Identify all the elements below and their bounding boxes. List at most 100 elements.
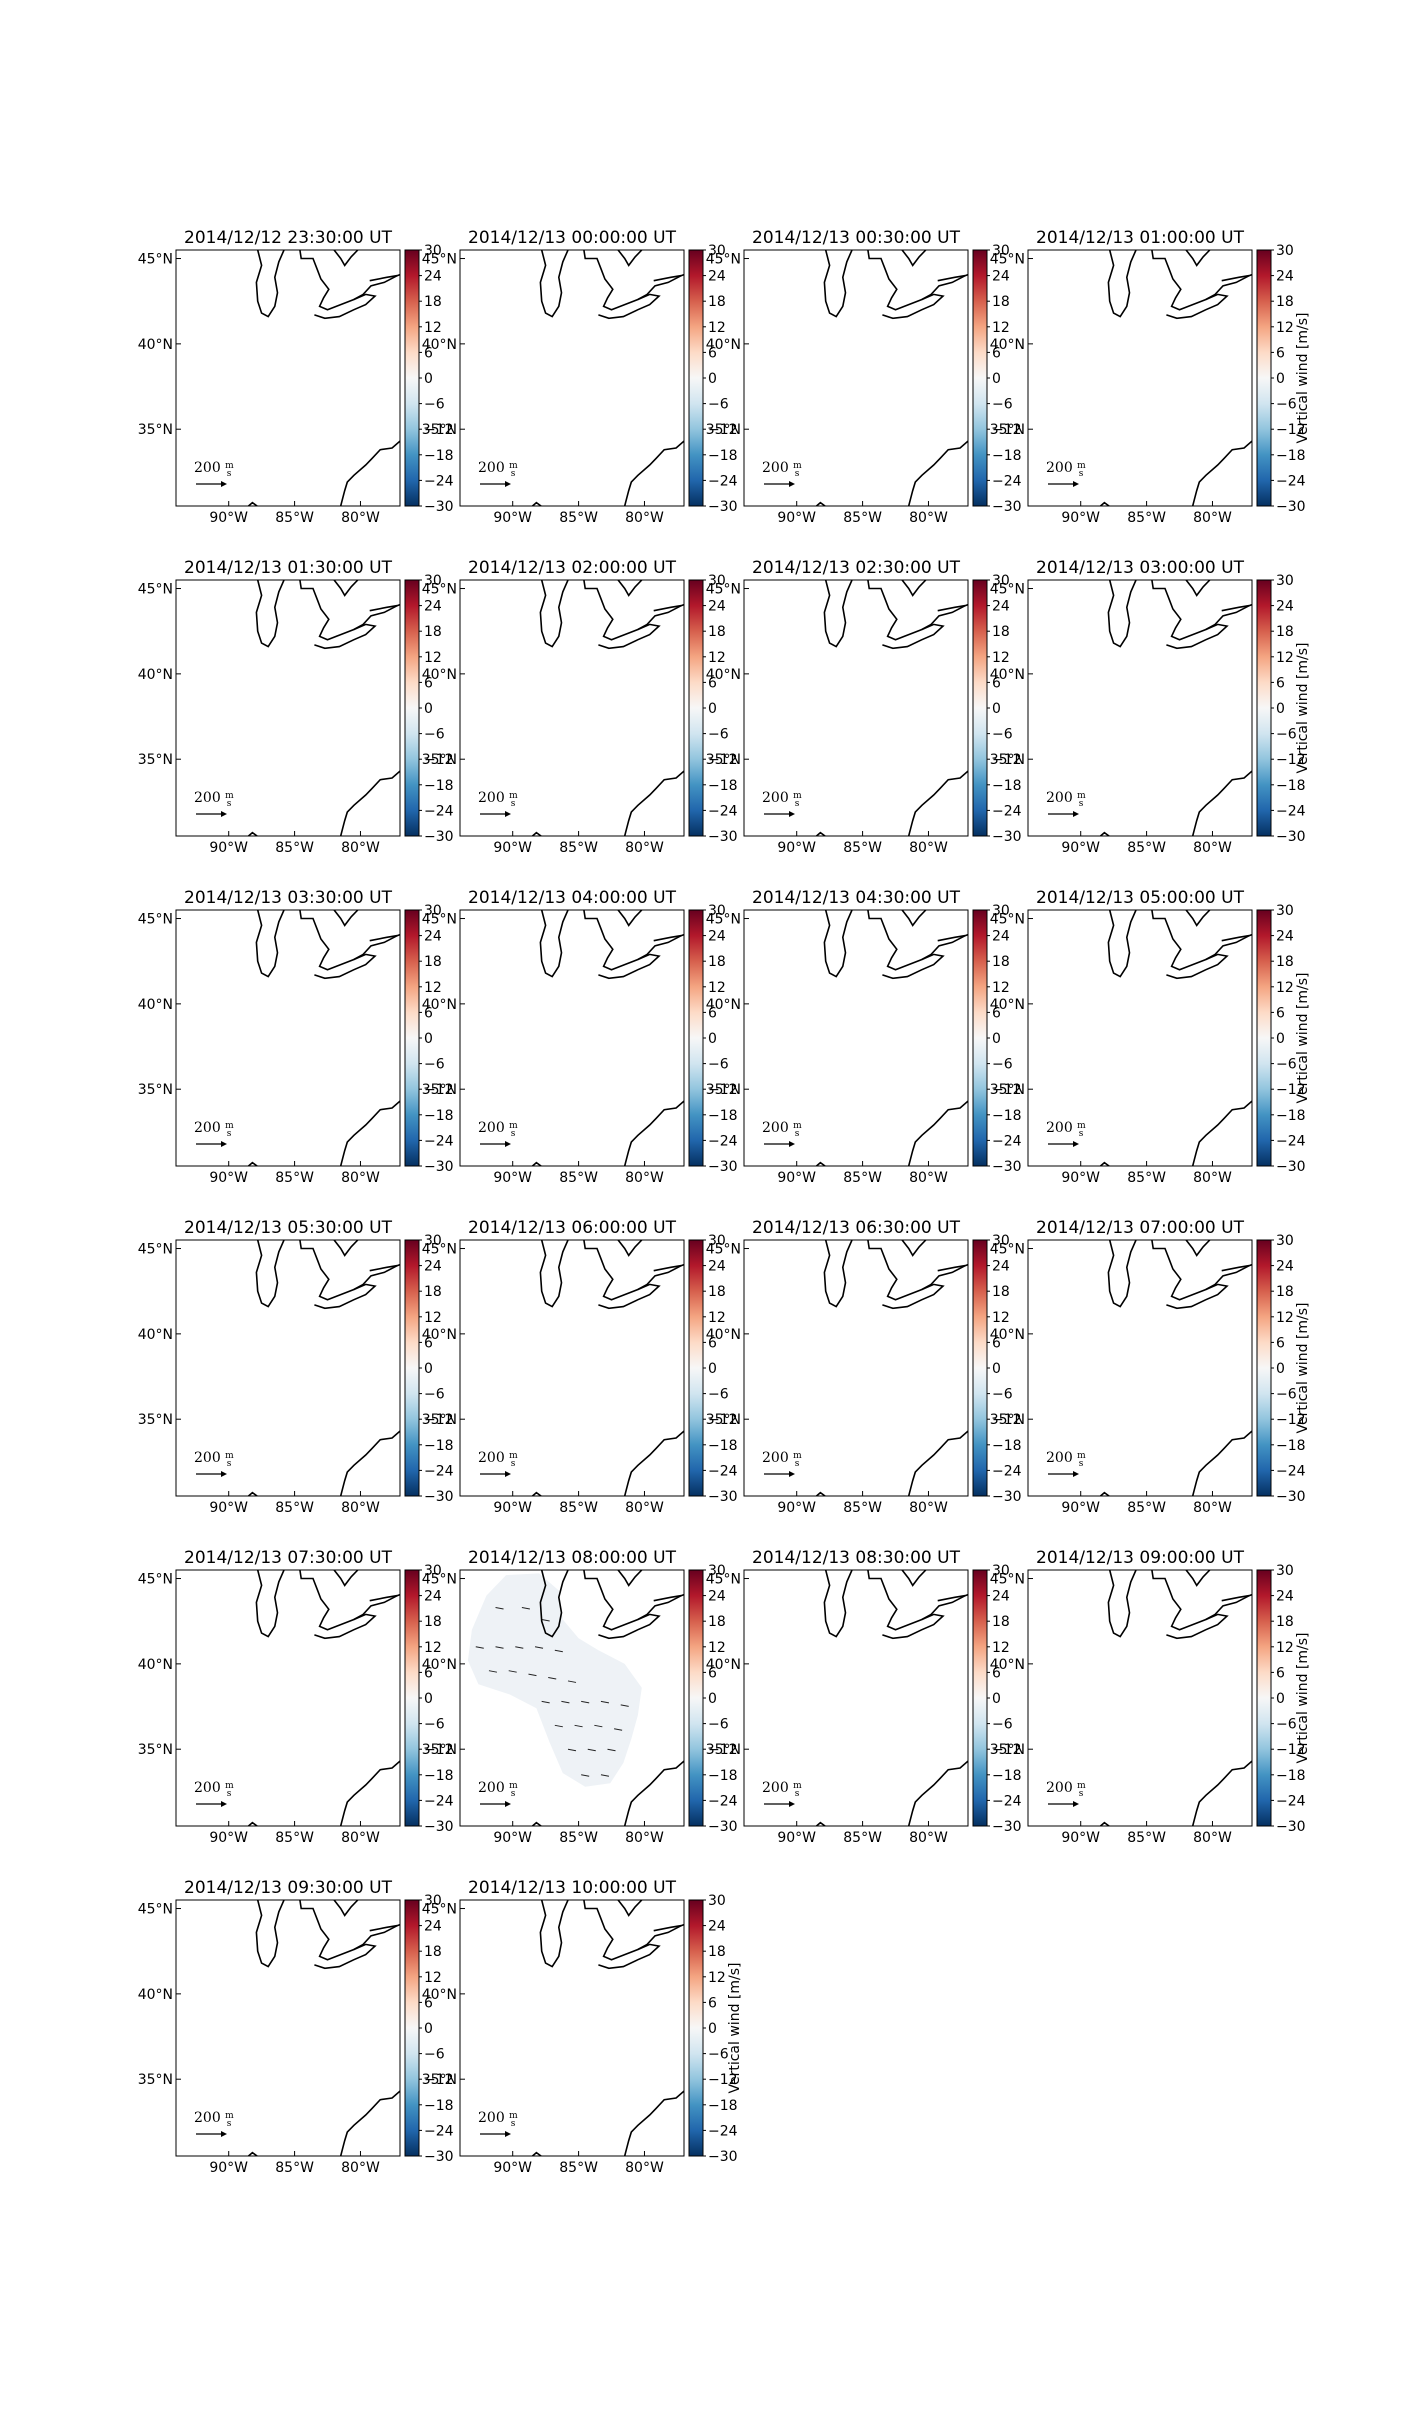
coastline — [867, 1570, 966, 1631]
map-axes — [1028, 250, 1252, 506]
coastline — [907, 770, 968, 836]
lon-tick-label: 85°W — [1127, 840, 1166, 856]
colorbar-tick-label: 24 — [1276, 1259, 1294, 1275]
colorbar-tick-label: −18 — [708, 1768, 738, 1784]
lat-tick-label: 40°N — [422, 337, 457, 353]
map-panel: 2014/12/13 00:30:00 UT 90°W 85°W 80°W 45°N 40… — [706, 228, 1022, 526]
lon-tick-label: 90°W — [209, 1170, 248, 1186]
colorbar-tick-label: 0 — [424, 701, 433, 717]
colorbar-tick-label: 6 — [424, 675, 433, 691]
colorbar-tick-label: 24 — [708, 269, 726, 285]
coastline — [369, 603, 400, 612]
coastline — [314, 623, 377, 650]
coastline — [937, 273, 968, 282]
coastline — [1166, 953, 1229, 980]
colorbar-tick-label: 18 — [708, 624, 726, 640]
coastline — [314, 1283, 377, 1310]
colorbar-tick-label: −18 — [708, 2098, 738, 2114]
colorbar-tick-label: −24 — [708, 803, 738, 819]
coastline — [583, 910, 682, 971]
colorbar-tick-label: −24 — [992, 803, 1022, 819]
colorbar-tick-label: −12 — [424, 1742, 454, 1758]
map-axes — [744, 1240, 968, 1496]
lat-tick-label: 40°N — [422, 1657, 457, 1673]
lon-tick-label: 90°W — [777, 1500, 816, 1516]
colorbar-tick-label: 6 — [1276, 345, 1285, 361]
lat-tick-label: 45°N — [422, 252, 457, 268]
map-panel: 2014/12/13 03:00:00 UT 90°W 85°W 80°W 45°N 40… — [990, 558, 1311, 856]
panel-title: 2014/12/13 10:00:00 UT — [468, 1878, 677, 1898]
colorbar-tick-label: 18 — [424, 294, 442, 310]
colorbar-tick-label: 18 — [708, 1284, 726, 1300]
colorbar — [972, 1239, 988, 1497]
colorbar-tick-label: 12 — [424, 320, 442, 336]
lat-tick-label: 40°N — [706, 1657, 741, 1673]
lon-tick-label: 85°W — [275, 510, 314, 526]
map-axes — [460, 1240, 684, 1496]
wind-vector-arrow — [614, 1728, 623, 1731]
lat-tick-label: 35°N — [138, 1412, 173, 1428]
coastline — [882, 953, 945, 980]
lat-tick-label: 35°N — [990, 1742, 1025, 1758]
colorbar-tick-label: −12 — [1276, 1742, 1306, 1758]
colorbar-tick-label: −6 — [992, 727, 1013, 743]
lon-tick-label: 90°W — [493, 2160, 532, 2176]
lat-tick-label: 45°N — [138, 252, 173, 268]
colorbar-tick-label: 6 — [708, 1005, 717, 1021]
colorbar-tick-label: 12 — [424, 980, 442, 996]
colorbar-tick-label: 18 — [1276, 294, 1294, 310]
panel-title: 2014/12/13 04:00:00 UT — [468, 888, 677, 908]
colorbar-tick-label: −18 — [424, 2098, 454, 2114]
lat-tick-label: 35°N — [422, 1082, 457, 1098]
coastline — [369, 1263, 400, 1272]
colorbar-tick-label: −24 — [992, 1793, 1022, 1809]
coastline — [247, 2151, 259, 2156]
colorbar-tick-label: −30 — [992, 1489, 1022, 1505]
lon-tick-label: 90°W — [1061, 510, 1100, 526]
coastline — [1151, 580, 1250, 641]
colorbar-tick-label: 18 — [708, 1614, 726, 1630]
colorbar-tick-label: −30 — [708, 2149, 738, 2165]
panel-title: 2014/12/13 05:00:00 UT — [1036, 888, 1245, 908]
colorbar — [972, 1569, 988, 1827]
colorbar-tick-label: 6 — [992, 675, 1001, 691]
coastline — [1151, 910, 1250, 971]
colorbar — [1256, 579, 1272, 837]
coastline — [583, 1900, 682, 1961]
coastline — [815, 1821, 827, 1826]
lat-tick-label: 45°N — [422, 1902, 457, 1918]
colorbar-tick-label: 24 — [424, 599, 442, 615]
quiver-key-arrowhead — [221, 481, 227, 487]
lon-tick-label: 85°W — [843, 1170, 882, 1186]
coastline — [653, 273, 684, 282]
colorbar-tick-label: 18 — [1276, 954, 1294, 970]
coastline — [339, 1430, 400, 1496]
lon-tick-label: 80°W — [341, 840, 380, 856]
lon-tick-label: 85°W — [843, 1830, 882, 1846]
axes-frame — [175, 909, 401, 1167]
lat-tick-label: 40°N — [138, 667, 173, 683]
colorbar-tick-label: 30 — [708, 243, 726, 259]
coastline — [1185, 1570, 1211, 1587]
map-panel: 2014/12/13 02:00:00 UT 90°W 85°W 80°W 45°N 40… — [422, 558, 738, 856]
axes-frame — [743, 579, 969, 837]
panel-title: 2014/12/13 00:30:00 UT — [752, 228, 961, 248]
map-panel: 2014/12/13 06:30:00 UT 90°W 85°W 80°W 45°N 40… — [706, 1218, 1022, 1516]
colorbar-tick-label: 18 — [424, 954, 442, 970]
panel-title: 2014/12/13 03:00:00 UT — [1036, 558, 1245, 578]
coastline — [617, 1240, 643, 1257]
colorbar-tick-label: 6 — [424, 1665, 433, 1681]
quiver-key-arrowhead — [221, 2131, 227, 2137]
wind-vector-arrow — [581, 1774, 590, 1777]
colorbar-tick-label: 18 — [992, 294, 1010, 310]
panel-title: 2014/12/13 01:30:00 UT — [184, 558, 393, 578]
axes-frame — [175, 579, 401, 837]
colorbar-tick-label: −6 — [1276, 397, 1297, 413]
coastline — [1151, 250, 1250, 311]
coastline — [531, 1491, 543, 1496]
wind-vector-arrow — [574, 1724, 583, 1728]
wind-vector-arrow — [548, 1677, 557, 1680]
colorbar-tick-label: 24 — [424, 1259, 442, 1275]
lon-tick-label: 85°W — [559, 1830, 598, 1846]
